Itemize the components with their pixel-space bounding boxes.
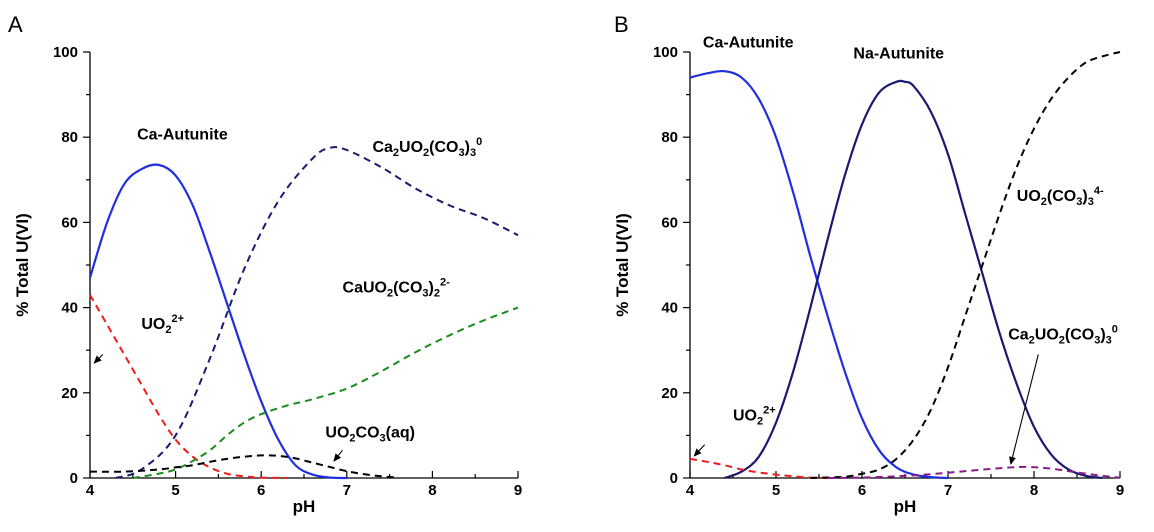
x-axis-title: pH xyxy=(293,497,316,516)
series-line-1 xyxy=(115,146,519,479)
series-line-4 xyxy=(89,454,399,479)
x-tick-label: 8 xyxy=(1030,482,1038,499)
series-line-0 xyxy=(88,163,347,480)
annotation-arrow xyxy=(693,444,706,457)
x-tick-label: 8 xyxy=(428,482,436,499)
series-annotation: Ca-Autunite xyxy=(137,126,228,143)
series-annotation: Ca-Autunite xyxy=(703,35,794,52)
series-line-2 xyxy=(89,294,287,479)
x-tick-label: 9 xyxy=(514,482,522,499)
series-line-4 xyxy=(827,465,1121,479)
series-line-3 xyxy=(132,306,519,479)
panel-letter: A xyxy=(8,12,23,37)
x-tick-label: 5 xyxy=(772,482,780,499)
y-axis-title: % Total U(VI) xyxy=(613,213,632,317)
y-tick-label: 20 xyxy=(661,385,678,402)
x-tick-label: 4 xyxy=(86,482,95,499)
series-annotation: UO2(CO3)34- xyxy=(1017,185,1104,208)
y-tick-label: 40 xyxy=(661,300,678,317)
series-annotation: CaUO2(CO3)22- xyxy=(343,277,451,300)
series-line-0 xyxy=(689,69,949,480)
y-tick-label: 60 xyxy=(661,214,678,231)
y-tick-label: 0 xyxy=(670,470,678,487)
y-tick-label: 40 xyxy=(61,300,78,317)
x-tick-label: 7 xyxy=(944,482,952,499)
series-annotation: Na-Autunite xyxy=(853,45,944,62)
series-annotation: Ca2UO2(CO3)30 xyxy=(1008,324,1118,347)
y-tick-label: 100 xyxy=(53,44,78,61)
x-tick-label: 5 xyxy=(171,482,179,499)
x-axis-title: pH xyxy=(894,497,917,516)
y-axis-title: % Total U(VI) xyxy=(13,213,32,317)
x-tick-label: 9 xyxy=(1116,482,1124,499)
annotation-arrow xyxy=(1009,354,1039,465)
y-tick-label: 20 xyxy=(61,385,78,402)
chart-panel-A: A 4 5 6 7 8 9 0 20 40 60 80 100 pH % Total U(VI) Ca-Aut… xyxy=(8,12,522,516)
series-annotation: UO2CO3(aq) xyxy=(325,425,415,445)
series-annotation: UO22+ xyxy=(733,404,776,427)
y-tick-label: 60 xyxy=(61,214,78,231)
annotation-arrow xyxy=(93,354,104,364)
chart-panel-B: B 4 5 6 7 8 9 0 20 40 60 80 100 pH % Total U(VI) Ca-Aut… xyxy=(613,12,1124,516)
series-line-2 xyxy=(689,457,828,479)
panel-letter: B xyxy=(614,12,629,37)
y-tick-label: 80 xyxy=(61,129,78,146)
x-tick-label: 7 xyxy=(343,482,351,499)
y-tick-label: 0 xyxy=(70,470,78,487)
y-tick-label: 100 xyxy=(653,44,678,61)
x-tick-label: 6 xyxy=(858,482,866,499)
series-line-1 xyxy=(724,79,1103,480)
series-annotation: UO22+ xyxy=(141,313,184,336)
y-tick-label: 80 xyxy=(661,129,678,146)
x-tick-label: 6 xyxy=(257,482,265,499)
annotation-arrow xyxy=(333,449,343,462)
x-tick-label: 4 xyxy=(686,482,695,499)
series-annotation: Ca2UO2(CO3)30 xyxy=(372,136,482,159)
series-line-3 xyxy=(810,51,1121,479)
